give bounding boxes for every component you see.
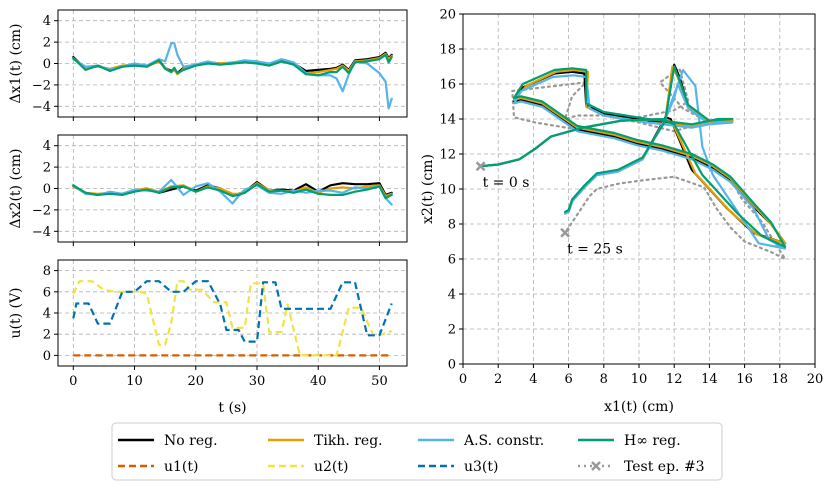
series-line: [479, 68, 787, 250]
y-tick-label: 2: [448, 323, 456, 338]
y-tick-label: −4: [32, 225, 51, 240]
x-tick-label: 8: [600, 372, 608, 387]
y-tick-label: 4: [43, 14, 51, 29]
legend-label: u3(t): [464, 459, 498, 475]
subplot-3: 0 2 4 6 8 0 10 20 30 40 50 u(t) (V) t (s): [8, 259, 408, 416]
legend-label: u1(t): [164, 459, 198, 475]
test-episode-marker: [560, 227, 570, 238]
y-tick-label: 2: [43, 328, 51, 343]
test-episode-marker: [475, 161, 486, 172]
x-axis-label: x1(t) (cm): [604, 399, 674, 415]
y-tick-label: 12: [439, 148, 456, 163]
x-tick-label: 20: [187, 374, 204, 389]
series-line: [479, 65, 787, 248]
y-tick-label: 2: [43, 161, 51, 176]
legend-item: Tikh. reg.: [268, 433, 383, 449]
y-tick-label: 0: [448, 358, 456, 373]
y-axis-label: x2(t) (cm): [420, 154, 436, 224]
y-tick-label: 10: [439, 183, 456, 198]
y-tick-label: 4: [43, 307, 51, 322]
y-tick-label: 2: [43, 36, 51, 51]
x-tick-label: 40: [310, 374, 327, 389]
legend-item: u2(t): [268, 459, 348, 475]
x-tick-label: 0: [459, 372, 467, 387]
y-tick-label: 6: [43, 285, 51, 300]
time-annotation: t = 0 s: [483, 175, 530, 191]
x-tick-label: 50: [371, 374, 388, 389]
y-axis-label: u(t) (V): [8, 287, 24, 338]
series-group: [72, 280, 393, 357]
series-group: [479, 63, 787, 261]
legend-label: Test ep. #3: [624, 459, 705, 475]
series-group: [72, 178, 393, 206]
subplot-2: −4 −2 0 2 4 Δx2(t) (cm): [8, 134, 408, 246]
legend: No reg. Tikh. reg. A.S. constr. H∞ reg. u1(t…: [111, 422, 723, 481]
legend-item: H∞ reg.: [578, 433, 681, 449]
y-tick-label: 8: [448, 218, 456, 233]
series-group: [72, 42, 393, 110]
x-tick-label: 6: [564, 372, 572, 387]
series-line: [72, 280, 393, 357]
y-tick-label: 0: [43, 182, 51, 197]
series-line: [72, 280, 393, 343]
series-line: [479, 67, 787, 261]
x-tick-label: 10: [631, 372, 648, 387]
y-tick-label: 8: [43, 264, 51, 279]
legend-item: No reg.: [118, 433, 218, 449]
x-tick-label: 30: [249, 374, 266, 389]
legend-item: u3(t): [418, 459, 498, 475]
x-tick-label: 18: [772, 372, 789, 387]
x-tick-label: 12: [666, 372, 683, 387]
legend-item: A.S. constr.: [418, 433, 544, 449]
y-tick-label: 14: [439, 113, 456, 128]
series-line: [72, 53, 393, 77]
y-axis-label: Δx2(t) (cm): [8, 149, 24, 229]
y-axis-label: Δx1(t) (cm): [8, 24, 24, 104]
y-tick-label: 0: [43, 57, 51, 72]
x-tick-label: 14: [701, 372, 718, 387]
legend-label: u2(t): [314, 459, 348, 475]
y-tick-label: 6: [448, 253, 456, 268]
x-tick-label: 2: [494, 372, 502, 387]
y-tick-label: −4: [32, 100, 51, 115]
legend-label: Tikh. reg.: [314, 433, 383, 449]
y-tick-label: 4: [448, 288, 456, 303]
y-tick-label: 16: [439, 78, 456, 93]
y-tick-label: 0: [43, 349, 51, 364]
subplot-4: 0 2 4 6 8 10 12 14 16 18 20 0 2 4 6 8 10 12 14 16 18 20 x2(t) …: [420, 8, 823, 416]
series-line: [72, 183, 393, 200]
legend-box: [111, 422, 723, 481]
subplot-1: −4 −2 0 2 4 Δx1(t) (cm): [8, 9, 408, 121]
legend-marker: [591, 461, 601, 471]
y-tick-label: 4: [43, 139, 51, 154]
y-tick-label: 18: [439, 43, 456, 58]
x-tick-label: 10: [126, 374, 143, 389]
legend-item: Test ep. #3: [578, 459, 705, 475]
plots-layer: −4 −2 0 2 4 Δx1(t) (cm) −4 −2 0 2 4 Δx2(t) (cm) 0 2 4 6…: [8, 8, 823, 417]
y-tick-label: 20: [439, 8, 456, 23]
legend-item: u1(t): [118, 459, 198, 475]
y-tick-label: −2: [32, 203, 51, 218]
x-tick-label: 4: [529, 372, 537, 387]
x-tick-label: 0: [69, 374, 77, 389]
x-axis-label: t (s): [218, 400, 246, 416]
x-tick-label: 16: [736, 372, 753, 387]
legend-label: No reg.: [164, 433, 218, 449]
legend-label: A.S. constr.: [463, 433, 544, 449]
time-annotation: t = 25 s: [567, 242, 623, 258]
x-tick-label: 20: [807, 372, 824, 387]
legend-label: H∞ reg.: [624, 433, 681, 449]
series-line: [72, 42, 393, 110]
y-tick-label: −2: [32, 78, 51, 93]
